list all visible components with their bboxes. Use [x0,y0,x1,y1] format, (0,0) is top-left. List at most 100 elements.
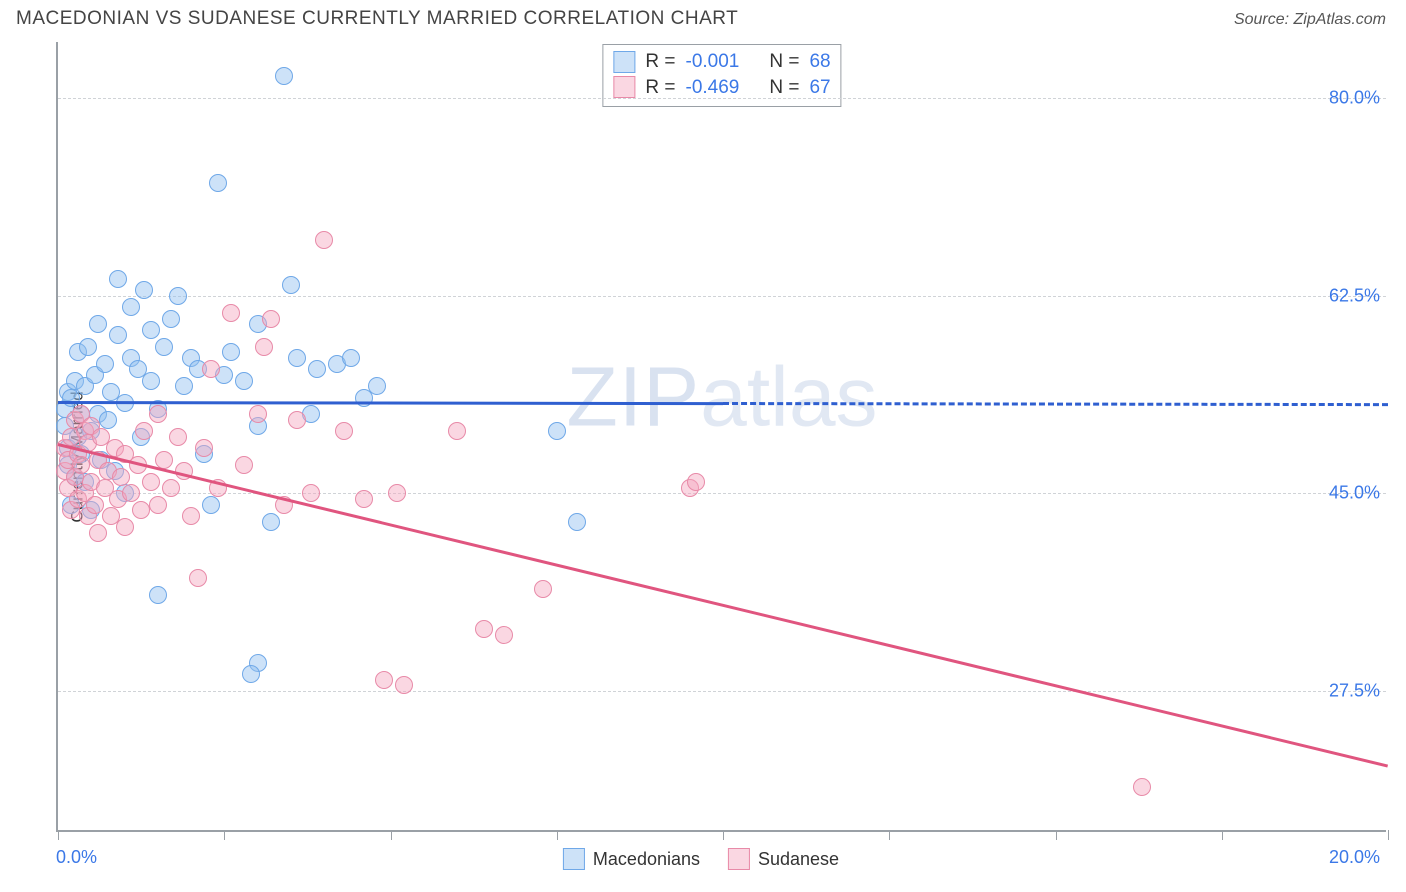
r-label: R = [645,49,675,75]
y-tick-label: 45.0% [1329,483,1380,504]
data-point [89,315,107,333]
x-tick [557,830,558,840]
legend-swatch [563,848,585,870]
gridline [58,691,1386,692]
chart-area: Currently Married ZIPatlas R =-0.001N =6… [16,42,1386,872]
x-tick [723,830,724,840]
watermark: ZIPatlas [566,348,877,445]
data-point [262,310,280,328]
data-point [96,355,114,373]
data-point [195,439,213,457]
data-point [342,349,360,367]
data-point [162,479,180,497]
data-point [395,676,413,694]
data-point [155,451,173,469]
data-point [448,422,466,440]
data-point [687,473,705,491]
data-point [149,496,167,514]
legend-swatch [613,51,635,73]
data-point [109,326,127,344]
x-tick [1222,830,1223,840]
data-point [79,338,97,356]
data-point [255,338,273,356]
data-point [135,281,153,299]
x-tick [1388,830,1389,840]
gridline [58,98,1386,99]
data-point [375,671,393,689]
legend-label: Sudanese [758,849,839,870]
watermark-zip: ZIP [566,349,700,443]
legend-series: Macedonians Sudanese [563,848,839,870]
data-point [568,513,586,531]
data-point [235,456,253,474]
data-point [209,174,227,192]
x-axis-end-label: 20.0% [1329,847,1380,868]
data-point [122,484,140,502]
data-point [122,298,140,316]
legend-item: Macedonians [563,848,700,870]
data-point [288,349,306,367]
x-tick [889,830,890,840]
data-point [1133,778,1151,796]
y-tick-label: 62.5% [1329,285,1380,306]
regression-line [58,443,1389,768]
n-value: 68 [809,49,830,75]
data-point [162,310,180,328]
data-point [109,270,127,288]
data-point [275,67,293,85]
data-point [155,338,173,356]
data-point [169,287,187,305]
y-tick-label: 80.0% [1329,88,1380,109]
data-point [282,276,300,294]
legend-swatch [613,76,635,98]
data-point [142,372,160,390]
data-point [202,496,220,514]
data-point [112,468,130,486]
source-label: Source: ZipAtlas.com [1234,11,1386,29]
x-tick [224,830,225,840]
data-point [86,496,104,514]
r-value: -0.001 [685,49,739,75]
data-point [142,473,160,491]
data-point [222,343,240,361]
data-point [142,321,160,339]
data-point [89,524,107,542]
legend-label: Macedonians [593,849,700,870]
data-point [315,231,333,249]
data-point [135,422,153,440]
n-label: N = [769,75,799,101]
data-point [99,411,117,429]
data-point [189,569,207,587]
data-point [169,428,187,446]
watermark-atlas: atlas [700,349,877,443]
data-point [388,484,406,502]
data-point [262,513,280,531]
x-tick [1056,830,1057,840]
data-point [534,580,552,598]
data-point [116,518,134,536]
data-point [475,620,493,638]
r-label: R = [645,75,675,101]
data-point [302,484,320,502]
legend-item: Sudanese [728,848,839,870]
data-point [249,405,267,423]
y-tick-label: 27.5% [1329,680,1380,701]
data-point [132,501,150,519]
x-tick [391,830,392,840]
legend-swatch [728,848,750,870]
legend-stat-row: R = -0.469 N = 67 [613,75,830,101]
data-point [235,372,253,390]
data-point [548,422,566,440]
gridline [58,296,1386,297]
data-point [355,490,373,508]
x-axis-start-label: 0.0% [56,847,97,868]
data-point [308,360,326,378]
n-label: N = [769,49,799,75]
r-value: -0.469 [685,75,739,101]
data-point [149,405,167,423]
n-value: 67 [809,75,830,101]
data-point [182,507,200,525]
data-point [149,586,167,604]
legend-stat-row: R = -0.001 N = 68 [613,49,830,75]
data-point [222,304,240,322]
